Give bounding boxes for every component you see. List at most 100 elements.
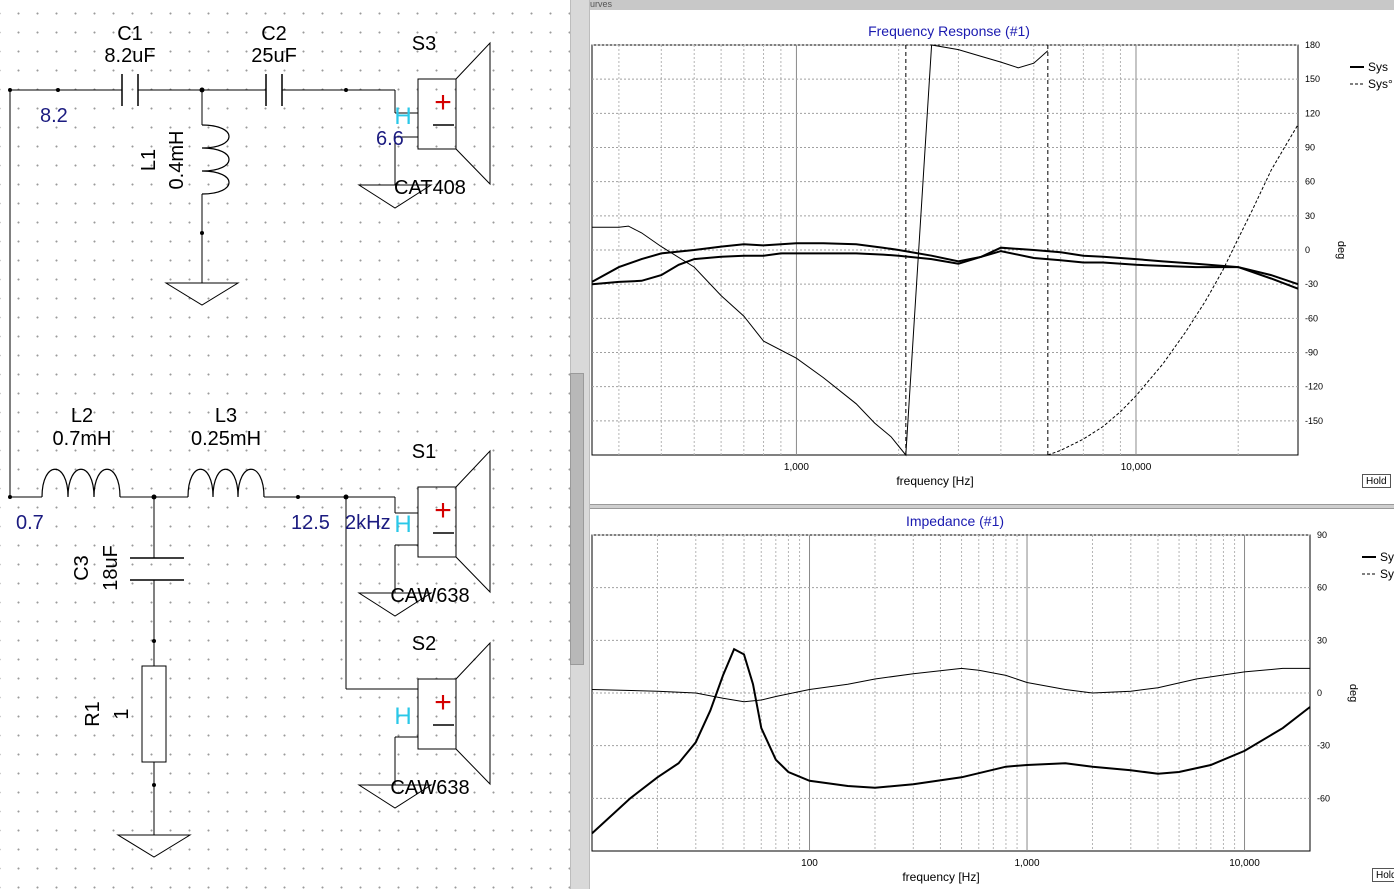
x-axis-label: frequency [Hz] [896,474,973,488]
l1-value-label: 0.4mH [166,131,188,190]
speaker-s1-cone [455,449,491,594]
y-tick-label: 150 [1305,74,1320,84]
speaker-s3-cone [455,41,491,186]
frequency-response-chart[interactable]: 180 150 120 90 60 30 0 -30 -60 -90 -120 -150 1,000 10… [590,10,1394,514]
plus-terminal-icon: + [434,686,452,719]
y-tick-label: 180 [1305,40,1320,50]
x-tick-label: 1,000 [1015,858,1040,869]
probe-marker-icon[interactable]: H [394,703,411,730]
series-line [592,44,1049,457]
s1-ref-label: S1 [412,441,436,463]
l2-value-label: 0.7mH [53,428,112,450]
c3-ref-label: C3 [71,555,93,581]
s3-ref-label: S3 [412,33,436,55]
r1-value-label: 1 [111,708,133,719]
probe-marker-icon[interactable]: H [394,103,411,130]
series-line [591,250,1299,290]
inductor-l2-coil [41,468,121,498]
junction-dot [151,494,157,500]
x-tick-label: 10,000 [1229,858,1260,869]
s2-ref-label: S2 [412,633,436,655]
junction-dot [343,494,349,500]
x-tick-label: 10,000 [1121,462,1152,473]
scrollbar-thumb[interactable] [570,373,584,665]
ground-symbol [357,592,433,617]
l1-ref-label: L1 [138,149,160,171]
y-tick-label: 60 [1317,583,1327,593]
x-tick-label: 100 [801,858,818,869]
impedance-chart[interactable]: 90 60 30 0 -30 -60 100 1,000 10,000 Impedance (#1… [590,509,1394,889]
y-tick-label: 30 [1317,635,1327,645]
x-tick-label: 1,000 [784,462,809,473]
ground-symbol [116,834,192,858]
y-tick-label: 90 [1317,530,1327,540]
junction-dot [200,231,204,235]
y-tick-label: -150 [1305,416,1323,426]
series-line [591,242,1299,286]
y-tick-label: -90 [1305,348,1318,358]
junction-dot [152,783,156,787]
legend-entry: Sys [1380,550,1394,564]
junction-dot [296,495,300,499]
node-label-bottom: 0.7 [16,512,44,534]
junction-dot [56,88,60,92]
l3-value-label: 0.25mH [191,428,261,450]
junction-dot [199,87,205,93]
l3-ref-label: L3 [215,405,237,427]
series-line [1047,124,1299,456]
junction-dot [8,88,12,92]
inductor-l3-coil [187,468,265,498]
inductor-l1-coil [201,124,230,195]
node-label-s3: 6.6 [376,128,404,150]
plot-area [591,534,1311,852]
junction-dot [8,495,12,499]
s2-model-label: CAW638 [390,777,469,799]
y-tick-label: -120 [1305,382,1323,392]
node-label-s1: 12.5 [291,512,330,534]
ground-symbol [357,184,433,209]
chart-title: Impedance (#1) [906,513,1004,529]
plus-terminal-icon: + [434,86,452,119]
c1-value-label: 8.2uF [104,45,155,67]
junction-dot [152,639,156,643]
y-tick-label: 120 [1305,108,1320,118]
series-line [591,667,1310,703]
chart-title: Frequency Response (#1) [868,23,1030,39]
y-tick-label: 0 [1317,688,1322,698]
y-tick-label: 30 [1305,211,1315,221]
hold-button[interactable]: Hold [1372,868,1394,882]
schematic-canvas[interactable]: C1 8.2uF C2 25uF S3 CAT408 L2 0.7mH L3 0… [0,0,570,889]
legend-entry: Sys° [1368,77,1393,91]
graphs-title-text: urves [590,0,613,9]
y-tick-label: -30 [1305,279,1318,289]
plus-terminal-icon: + [434,494,452,527]
c3-value-label: 18uF [100,545,122,591]
hold-button[interactable]: Hold [1362,474,1391,488]
ground-symbol [357,784,433,809]
graphs-title-bar: urves [590,0,1394,10]
series-line [591,647,1311,835]
c2-value-label: 25uF [251,45,297,67]
y-tick-label: 60 [1305,177,1315,187]
y-tick-label: -30 [1317,741,1330,751]
graph-divider[interactable] [590,504,1394,509]
x-axis-label: frequency [Hz] [902,870,979,884]
junction-dot [344,88,348,92]
legend-entry: Sys° [1380,567,1394,581]
graphs-panel: urves 180 150 120 90 60 30 0 -30 -60 -90 -120 -150 1… [590,0,1394,889]
ground-symbol [164,282,240,306]
legend-entry: Sys [1368,60,1388,74]
l2-ref-label: L2 [71,405,93,427]
node-label-top: 8.2 [40,105,68,127]
schematic-drawing: C1 8.2uF C2 25uF S3 CAT408 L2 0.7mH L3 0… [8,23,491,858]
s1-model-label: CAW638 [390,585,469,607]
node-label-s1-frequency: 2kHz [345,512,391,534]
c2-ref-label: C2 [261,23,287,45]
probe-marker-icon[interactable]: H [394,511,411,538]
resistor-r1-body [141,665,167,763]
y-tick-label: 90 [1305,143,1315,153]
y-tick-label: -60 [1317,793,1330,803]
y-axis-label: deg [1347,684,1359,702]
y-tick-label: -60 [1305,313,1318,323]
r1-ref-label: R1 [82,701,104,727]
